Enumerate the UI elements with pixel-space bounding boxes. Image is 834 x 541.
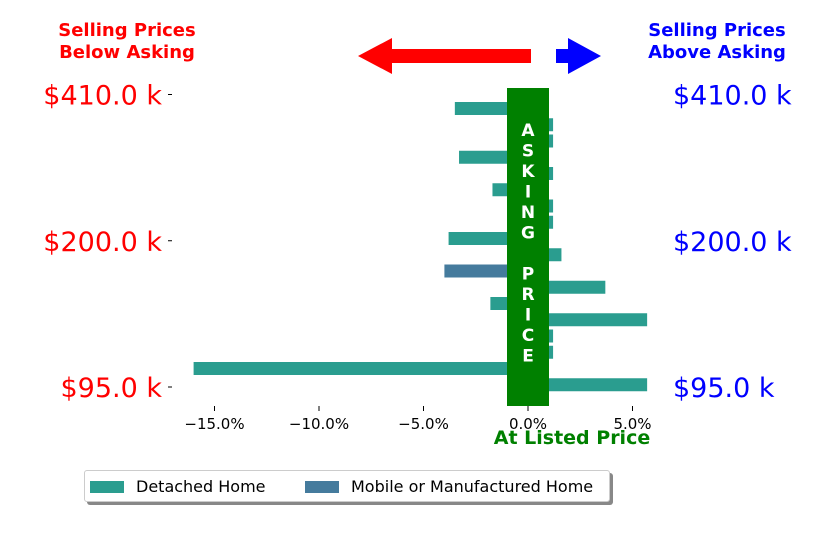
asking-letter-11: E: [522, 347, 534, 367]
ytick-label-left-1: $200.0 k: [43, 227, 162, 258]
legend-swatch-mobile: [305, 480, 339, 493]
legend: Detached Home Mobile or Manufactured Hom…: [84, 470, 610, 502]
xtick-label-2: −5.0%: [398, 415, 449, 433]
bar-16: [193, 362, 528, 375]
ytick-label-right-1: $200.0 k: [673, 227, 792, 258]
ytick-label-left-2: $95.0 k: [60, 373, 162, 404]
asking-price-band: [507, 88, 549, 406]
ytick-label-left-0: $410.0 k: [43, 81, 162, 112]
header-above-line2: Above Asking: [648, 42, 786, 63]
asking-letter-4: N: [521, 203, 535, 223]
asking-letter-9: I: [525, 306, 531, 326]
xtick-label-4: 5.0%: [613, 415, 651, 433]
legend-label-detached: Detached Home: [136, 477, 266, 496]
asking-letter-5: G: [521, 224, 535, 244]
header-below-line2: Below Asking: [59, 42, 195, 63]
bar-13: [528, 313, 648, 327]
asking-letter-7: P: [522, 265, 534, 285]
arrow-right-icon: [556, 38, 601, 74]
asking-letter-10: C: [522, 326, 534, 346]
xtick-label-0: −15.0%: [184, 415, 244, 433]
asking-letter-1: S: [522, 142, 534, 162]
header-above-asking: Selling Prices Above Asking: [628, 20, 806, 64]
arrow-left-icon: [358, 38, 531, 74]
asking-letter-8: R: [521, 285, 534, 305]
header-above-line1: Selling Prices: [648, 20, 786, 41]
xtick-label-1: −10.0%: [289, 415, 349, 433]
asking-letter-3: I: [525, 183, 531, 203]
ytick-label-right-2: $95.0 k: [673, 373, 775, 404]
bar-17: [528, 378, 648, 392]
legend-item-detached: Detached Home: [90, 477, 266, 496]
legend-label-mobile: Mobile or Manufactured Home: [351, 477, 594, 496]
xtick-label-3: 0.0%: [509, 415, 547, 433]
ytick-label-right-0: $410.0 k: [673, 81, 792, 112]
asking-letter-0: A: [521, 121, 535, 141]
legend-item-mobile: Mobile or Manufactured Home: [305, 477, 593, 496]
header-below-line1: Selling Prices: [58, 20, 196, 41]
asking-xlabel: At Listed Price: [494, 427, 650, 449]
asking-letter-2: K: [521, 162, 535, 182]
legend-swatch-detached: [90, 480, 124, 493]
header-below-asking: Selling Prices Below Asking: [40, 20, 214, 64]
